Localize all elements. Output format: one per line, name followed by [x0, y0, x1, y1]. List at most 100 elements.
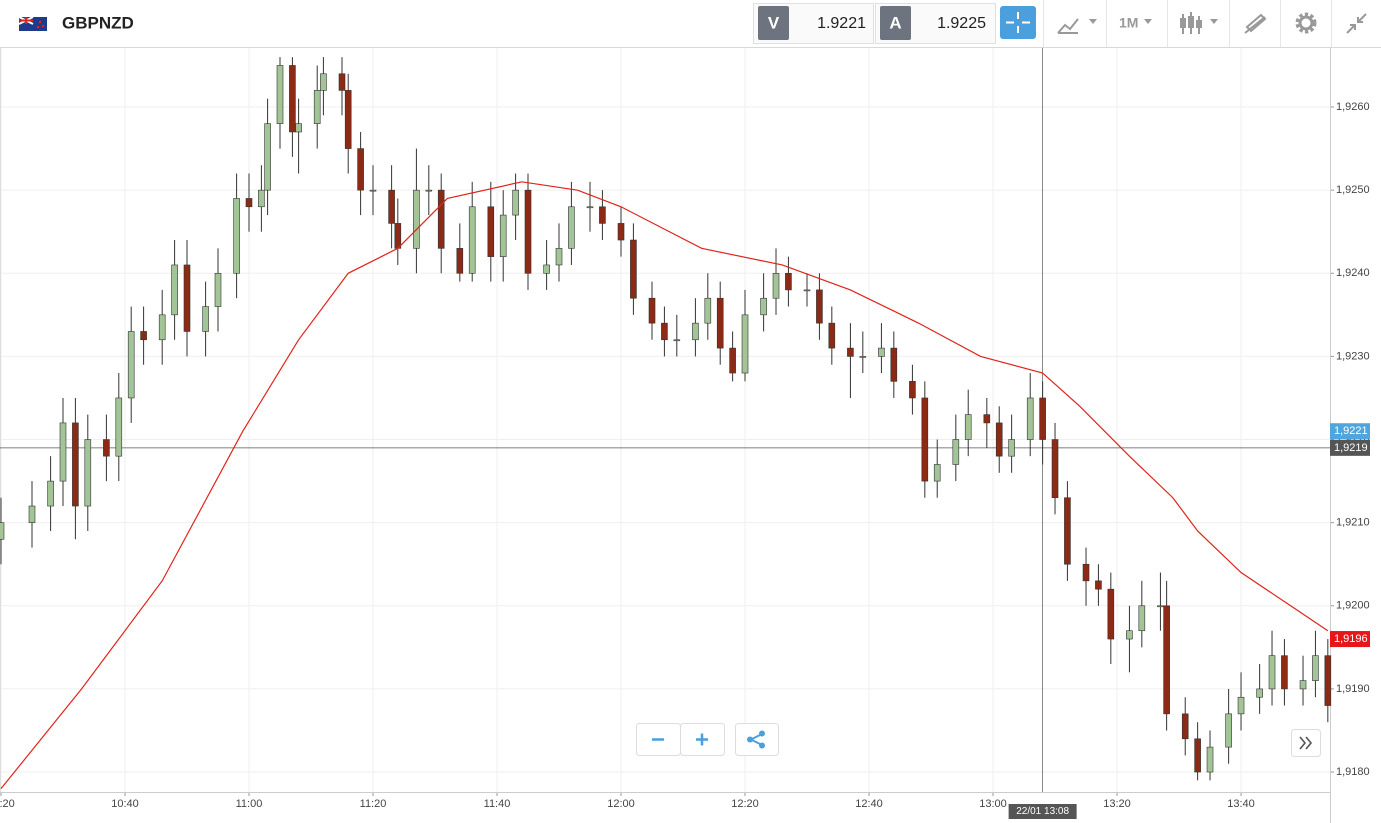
y-tick-label: 1,9250: [1336, 184, 1370, 196]
candle-body: [803, 289, 811, 292]
crosshair-time-tag: [1008, 804, 1077, 819]
zoom-in-button[interactable]: [680, 723, 725, 756]
candle-body: [320, 73, 327, 91]
price-tag: [1330, 423, 1370, 440]
candle-body: [1107, 588, 1115, 640]
candle-body: [369, 189, 377, 192]
candle-body: [437, 189, 445, 249]
x-tick-label: 13:00: [979, 798, 1007, 810]
share-button[interactable]: [735, 723, 779, 756]
timeframe-caret: [1144, 19, 1152, 24]
candle-body: [357, 148, 364, 191]
sell-price: 1.9221: [817, 15, 866, 32]
candle-style-button[interactable]: [1180, 12, 1218, 34]
zoom-out-button[interactable]: [636, 723, 681, 756]
candle-body: [1237, 696, 1245, 715]
x-tick-label: 12:00: [607, 798, 635, 810]
candle-body: [995, 422, 1003, 457]
draw-tool-button[interactable]: [1244, 13, 1267, 34]
timeframe[interactable]: 1M: [1119, 15, 1138, 31]
candle-body: [772, 272, 780, 299]
candle-body: [103, 439, 110, 457]
candle-body: [1268, 655, 1276, 690]
candle-body: [964, 414, 972, 440]
candle-body: [1157, 605, 1164, 608]
candle-body: [543, 264, 550, 274]
x-tick-label: 12:20: [731, 798, 759, 810]
crosshair-time-label: 22/01 13:08: [1016, 806, 1069, 817]
chart-area: 1,91801,91901,92001,92101,92201,92301,92…: [0, 48, 1370, 823]
candle-body: [617, 223, 625, 241]
candle-body: [524, 189, 532, 274]
candle-body: [859, 356, 867, 358]
candle-body: [1163, 605, 1170, 715]
candle-body: [816, 289, 823, 324]
candle-body: [1256, 688, 1263, 698]
sell-button[interactable]: [758, 6, 789, 40]
y-tick-label: 1,9230: [1336, 350, 1370, 362]
candle-body: [456, 248, 464, 274]
x-tick-label: 10:40: [111, 798, 139, 810]
y-tick-label: 1,9260: [1336, 101, 1370, 113]
candle-body: [785, 272, 792, 291]
candle-body: [258, 189, 265, 208]
y-tick-label: 1,9210: [1336, 517, 1370, 529]
collapse-button[interactable]: [1346, 13, 1367, 34]
candle-body: [233, 198, 240, 274]
candle-body: [487, 206, 495, 257]
candle-body: [1194, 738, 1201, 773]
candle-body: [338, 73, 346, 91]
candle-body: [555, 248, 563, 266]
candle-body: [1312, 655, 1319, 681]
chart-type-button[interactable]: [1057, 18, 1097, 34]
candle-body: [1206, 746, 1214, 773]
candle-body: [716, 297, 724, 349]
moving-average-line: [0, 181, 1329, 790]
candle-body: [673, 339, 681, 342]
candle-body: [140, 331, 147, 341]
crosshair-price-label: 1,9219: [1334, 442, 1368, 454]
candle-body: [72, 422, 79, 507]
candle-body: [760, 297, 767, 316]
x-tick-label: 12:40: [855, 798, 883, 810]
buy-label: A: [889, 13, 901, 32]
candle-body: [1225, 713, 1232, 748]
candle-body: [276, 65, 284, 124]
candle-body: [648, 297, 656, 324]
candle-body: [568, 206, 575, 249]
candle-body: [171, 264, 178, 316]
candle-body: [512, 189, 519, 216]
price-tag: [1330, 631, 1370, 648]
candle-body: [394, 223, 402, 249]
crosshair-price-tag: [1330, 439, 1370, 456]
candle-body: [468, 206, 476, 274]
scroll-right-button[interactable]: [1291, 729, 1321, 757]
candle-body: [1126, 630, 1133, 640]
candle-body: [499, 214, 507, 257]
y-tick-label: 1,9180: [1336, 766, 1370, 778]
candle-body: [704, 297, 712, 324]
candle-body: [127, 331, 135, 399]
candle-body: [84, 439, 92, 507]
candle-body: [586, 206, 594, 209]
buy-button[interactable]: [880, 6, 911, 40]
candle-body: [1008, 439, 1015, 457]
x-tick-label: 11:40: [484, 798, 511, 810]
candle-body: [983, 414, 991, 424]
candle-body: [202, 306, 209, 332]
settings-button[interactable]: [1295, 12, 1317, 34]
candle-body: [909, 381, 916, 399]
candle-body: [1082, 563, 1090, 582]
candle-body: [1138, 605, 1146, 632]
candle-body: [828, 322, 836, 349]
crosshair-button[interactable]: [1000, 6, 1036, 39]
candle-body: [599, 206, 606, 224]
candle-body: [425, 189, 433, 192]
candle-body: [741, 314, 749, 374]
x-tick-label: 11:00: [236, 798, 263, 810]
candle-body: [0, 522, 5, 540]
candle-body: [413, 189, 420, 249]
candle-body: [295, 123, 302, 133]
candle-body: [878, 347, 885, 357]
